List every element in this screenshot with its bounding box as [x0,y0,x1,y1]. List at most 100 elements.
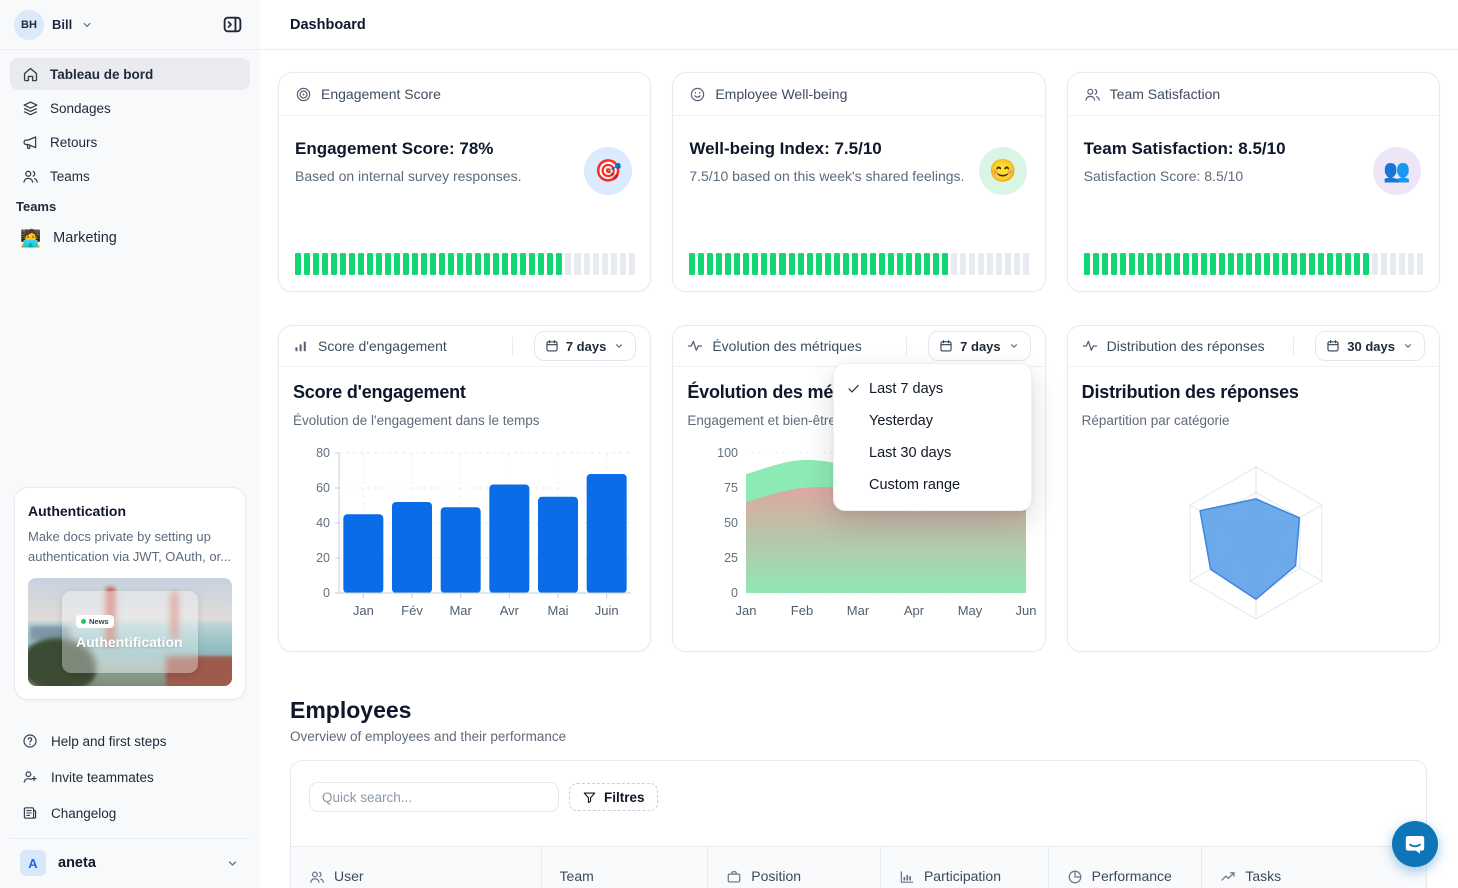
promo-card-authentication[interactable]: Authentication Make docs private by sett… [14,487,246,700]
stat-card-engagement: Engagement Score Engagement Score: 78% B… [278,72,652,292]
stat-subtext: 7.5/10 based on this week's shared feeli… [689,168,965,184]
sidebar-collapse-button[interactable] [218,11,246,39]
teams-section-label: Teams [16,199,57,214]
column-label: Team [559,868,594,884]
stat-headline: Team Satisfaction: 8.5/10 [1083,139,1286,158]
filters-button[interactable]: Filtres [569,783,658,811]
stat-card-wellbeing: Employee Well-being Well-being Index: 7.… [672,72,1046,292]
progress-bar [1083,253,1424,275]
column-header-user[interactable]: User [291,847,541,888]
help-circle-icon [22,733,38,749]
menu-item-last-30-days[interactable]: Last 30 days [834,437,1031,469]
chevron-down-icon [225,856,240,871]
account-name: aneta [58,855,96,871]
workspace-switcher[interactable]: BH Bill [14,9,94,40]
date-range-button[interactable]: 30 days [1315,331,1425,361]
smile-emoji-badge: 😊 [978,147,1027,195]
sidebar-item-changelog[interactable]: Changelog [10,798,250,828]
stat-card-title: Engagement Score [321,86,441,102]
svg-text:Fév: Fév [401,603,423,618]
target-icon [295,86,312,103]
calendar-icon [939,339,953,353]
search-input[interactable] [309,782,559,812]
svg-text:Juin: Juin [595,603,619,618]
column-header-performance[interactable]: Performance [1047,847,1202,888]
sidebar-item-teams[interactable]: Teams [10,160,250,192]
sidebar-team-marketing[interactable]: 🧑‍💻 Marketing [10,222,250,254]
footer-item-label: Help and first steps [51,733,167,749]
svg-text:25: 25 [724,551,738,565]
sidebar-item-retours[interactable]: Retours [10,126,250,158]
sidebar-item-label: Sondages [50,100,111,116]
calendar-icon [545,339,559,353]
bar-chart-icon [899,869,915,885]
column-label: User [334,868,364,884]
trending-up-icon [1220,869,1236,885]
employees-title: Employees [290,697,412,723]
news-dot-icon [81,618,86,624]
date-range-label: 30 days [1347,338,1395,354]
sidebar-nav: Tableau de bord Sondages Retours Teams [10,58,250,194]
svg-text:Mar: Mar [449,603,472,618]
promo-image: News Authentification [28,578,232,686]
svg-text:80: 80 [316,446,330,460]
sidebar-item-invite[interactable]: Invite teammates [10,762,250,792]
column-header-team[interactable]: Team [540,847,708,888]
sidebar-item-sondages[interactable]: Sondages [10,92,250,124]
users-emoji-badge: 👥 [1373,147,1421,195]
chart-card-title: Score d'engagement [318,338,447,354]
chart-card-title: Distribution des réponses [1106,338,1265,354]
column-label: Position [751,868,802,884]
svg-text:0: 0 [731,586,738,600]
date-range-button[interactable]: 7 days [533,331,637,361]
svg-text:50: 50 [724,516,738,530]
column-header-position[interactable]: Position [707,847,880,888]
chevron-down-icon [613,340,625,352]
stat-card-header: Engagement Score [279,73,651,116]
panel-collapse-icon [222,14,243,35]
date-range-button[interactable]: 7 days [928,331,1031,361]
chat-launcher-button[interactable] [1392,821,1438,867]
account-switcher[interactable]: A aneta [10,846,250,880]
chat-bubble-icon [1403,832,1427,856]
header-separator [1293,337,1295,355]
svg-text:60: 60 [316,481,330,495]
column-header-tasks[interactable]: Tasks [1201,847,1426,888]
column-header-participation[interactable]: Participation [879,847,1048,888]
sidebar-divider [10,838,250,839]
pie-chart-icon [1067,869,1083,885]
target-emoji-badge: 🎯 [584,147,633,195]
funnel-icon [582,790,597,805]
page-title: Dashboard [290,16,366,33]
svg-text:Apr: Apr [904,603,925,618]
date-range-label: 7 days [960,338,1001,354]
footer-item-label: Changelog [51,805,117,821]
employees-table-card: Filtres User Team Position [290,760,1427,888]
users-icon [1084,86,1101,103]
svg-text:100: 100 [717,446,738,460]
sidebar-item-help[interactable]: Help and first steps [10,726,250,756]
stat-card-title: Team Satisfaction [1109,86,1221,102]
menu-item-custom-range[interactable]: Custom range [834,469,1031,501]
svg-text:40: 40 [316,516,330,530]
menu-item-last-7-days[interactable]: Last 7 days [834,373,1031,405]
svg-text:Mar: Mar [847,603,870,618]
main-content: Dashboard Engagement Score Engagement Sc… [260,0,1458,888]
table-header-row: User Team Position Participation [291,846,1426,888]
sidebar-item-tableau-de-bord[interactable]: Tableau de bord [10,58,250,90]
users-icon [22,168,39,185]
activity-icon [687,338,703,354]
svg-text:May: May [958,603,983,618]
sidebar-item-label: Retours [50,134,98,150]
stat-card-title: Employee Well-being [715,86,848,102]
chart-title: Distribution des réponses [1081,382,1299,402]
footer-item-label: Invite teammates [51,769,154,785]
svg-text:Jun: Jun [1016,603,1037,618]
svg-text:Jan: Jan [736,603,757,618]
promo-title: Authentication [28,503,126,519]
menu-item-yesterday[interactable]: Yesterday [834,405,1031,437]
chevron-down-icon [1008,340,1020,352]
stat-card-satisfaction: Team Satisfaction Team Satisfaction: 8.5… [1066,72,1440,292]
menu-item-label: Custom range [869,477,961,493]
